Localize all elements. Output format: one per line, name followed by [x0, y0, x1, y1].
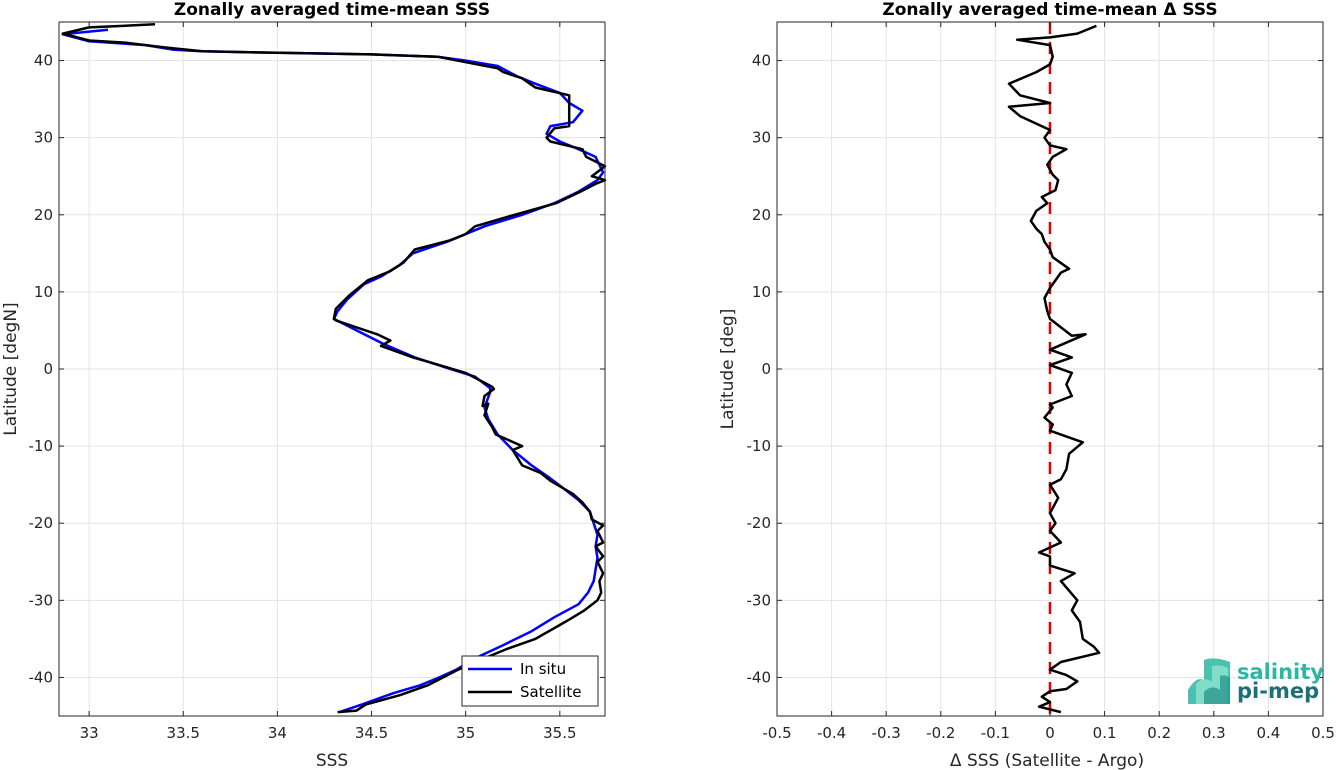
- logo-wave-icon: [1188, 658, 1230, 704]
- left-y-tick-label: 0: [43, 360, 53, 378]
- right-x-tick-label: -0.4: [817, 724, 846, 742]
- right-x-tick-label: 0.5: [1311, 724, 1335, 742]
- left-x-axis-label: SSS: [316, 751, 348, 770]
- left-chart-title: Zonally averaged time-mean SSS: [174, 0, 490, 20]
- left-y-tick-label: 20: [34, 206, 53, 224]
- left-y-axis-label: Latitude [degN]: [1, 302, 21, 435]
- right-y-tick-label: -30: [747, 591, 772, 609]
- right-x-tick-label: -0.5: [762, 724, 791, 742]
- left-x-tick-label: 33: [80, 724, 99, 742]
- right-x-tick-label: 0.4: [1256, 724, 1280, 742]
- left-y-tick-label: 30: [34, 129, 53, 147]
- right-y-tick-label: 40: [752, 52, 771, 70]
- logo-text-pi-mep: pi-mep: [1237, 679, 1319, 703]
- right-y-tick-label: -40: [747, 668, 772, 686]
- left-y-tick-label: -40: [29, 668, 54, 686]
- right-x-tick-label: 0: [1045, 724, 1055, 742]
- legend-label-satellite: Satellite: [520, 683, 581, 701]
- right-chart-title: Zonally averaged time-mean Δ SSS: [882, 0, 1217, 20]
- right-x-tick-label: 0.3: [1202, 724, 1226, 742]
- right-series: [1007, 24, 1101, 714]
- right-x-tick-label: -0.2: [926, 724, 955, 742]
- right-x-tick-label: 0.2: [1147, 724, 1171, 742]
- left-ticks: 33 33.5 34 34.5 35 35.5 -40 -30 -20 -10 0 10 20 30 40: [29, 22, 605, 742]
- right-x-axis-label: Δ SSS (Satellite - Argo): [950, 751, 1144, 770]
- right-y-tick-label: 30: [752, 129, 771, 147]
- left-y-tick-label: -20: [29, 514, 54, 532]
- right-x-tick-label: -0.1: [981, 724, 1010, 742]
- left-y-tick-label: 40: [34, 52, 53, 70]
- right-y-tick-label: 0: [761, 360, 771, 378]
- right-y-tick-label: 10: [752, 283, 771, 301]
- legend-label-in-situ: In situ: [520, 660, 566, 678]
- right-x-tick-label: 0.1: [1093, 724, 1117, 742]
- legend-box: [461, 655, 599, 707]
- right-x-tick-label: -0.3: [872, 724, 901, 742]
- series-line-satellite: [61, 23, 607, 714]
- left-series: [61, 23, 607, 714]
- right-y-axis-label: Latitude [deg]: [718, 309, 738, 430]
- left-x-tick-label: 35: [456, 724, 475, 742]
- left-x-tick-label: 33.5: [167, 724, 200, 742]
- left-y-tick-label: -30: [29, 591, 54, 609]
- series-line-delta-sss: [1007, 24, 1101, 714]
- sss-chart: 33 33.5 34 34.5 35 35.5-40-30-20-10010203040 …: [1, 0, 607, 770]
- right-ticks: -0.5 -0.4 -0.3 -0.2 -0.1 0 0.1 0.2 0.3 0.4 0.5 -40 -…: [747, 22, 1335, 742]
- logo-text-salinity: salinity: [1237, 660, 1324, 684]
- salinity-pi-mep-logo: salinity pi-mep: [1188, 658, 1324, 704]
- legend: In situ Satellite: [461, 655, 599, 707]
- left-grid: [59, 22, 605, 716]
- left-x-tick-label: 35.5: [543, 724, 576, 742]
- left-y-tick-label: 10: [34, 283, 53, 301]
- left-y-tick-label: -10: [29, 437, 54, 455]
- left-x-tick-label: 34: [268, 724, 287, 742]
- delta-sss-chart: -0.5 -0.4 -0.3 -0.2 -0.1 0 0.1 0.2 0.3 0.4 0.5 -40 -…: [718, 0, 1335, 770]
- right-y-tick-label: 20: [752, 206, 771, 224]
- right-y-tick-label: -20: [747, 514, 772, 532]
- left-x-tick-label: 34.5: [355, 724, 388, 742]
- right-y-tick-label: -10: [747, 437, 772, 455]
